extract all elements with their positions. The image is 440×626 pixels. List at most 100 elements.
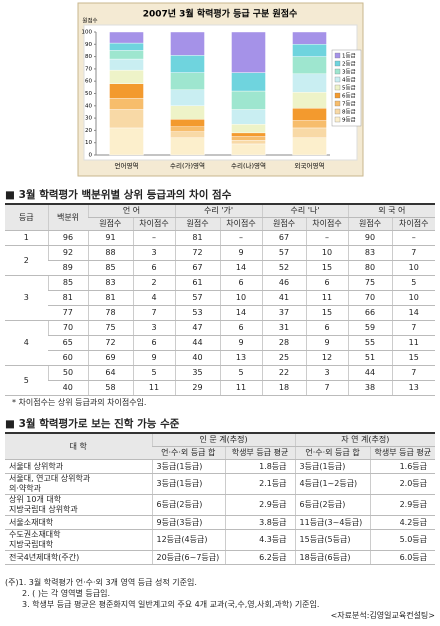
table-cell: 5 xyxy=(219,365,263,381)
table-cell: 96 xyxy=(47,230,88,246)
grade-cell: 1 xyxy=(5,230,48,246)
table-cell: 69 xyxy=(87,350,133,366)
score-table: 등급 백분위 언 어 수리 '가' 수리 '나' 외 국 어 원점수 차이점수 원점수 차이점수 원… xyxy=(5,203,436,396)
table-cell: 7 xyxy=(391,245,436,261)
table-cell: 58 xyxy=(87,380,133,396)
footnote: (주)1. 3월 학력평가 언·수·외 3개 영역 등급 성적 기준임. xyxy=(5,578,197,587)
table-cell: 13 xyxy=(391,380,436,396)
table-cell: 44 xyxy=(174,335,221,351)
bar-segment xyxy=(109,98,144,110)
table-cell: 3 xyxy=(305,365,349,381)
y-tick-label: 20 xyxy=(85,128,92,134)
table-cell: 72 xyxy=(87,335,133,351)
y-tick-label: 40 xyxy=(85,103,92,109)
table-cell: 15등급(5등급) xyxy=(294,529,371,551)
bar-segment xyxy=(170,131,205,138)
table-cell: 80 xyxy=(347,260,393,276)
table-cell: 41 xyxy=(261,290,307,306)
table-cell: 6.0등급 xyxy=(369,550,436,565)
table-cell: 40 xyxy=(174,350,221,366)
table-cell: 35 xyxy=(174,365,221,381)
table-cell: 67 xyxy=(261,230,307,246)
bar-segment xyxy=(231,31,266,73)
y-tick-label: 0 xyxy=(89,153,93,159)
table-cell: 5 xyxy=(391,275,436,291)
table-cell: 40 xyxy=(48,380,88,396)
table-cell: 11 xyxy=(305,290,349,306)
table-cell: 59 xyxy=(347,320,393,336)
legend-label: 6등급 xyxy=(342,92,356,99)
x-tick-label: 수리(가)영역 xyxy=(170,161,205,170)
header-cell: 차이점수 xyxy=(391,217,436,231)
bar-segment xyxy=(170,105,205,120)
table-cell: 3등급(1등급) xyxy=(151,459,225,474)
table-cell: 18등급(6등급) xyxy=(294,550,371,565)
table-cell: 1.6등급 xyxy=(369,459,436,474)
table-row: 89 85 6 67 14 52 15 80 10 xyxy=(5,260,436,276)
table-cell: 9 xyxy=(219,245,263,261)
table-cell: 12 xyxy=(305,350,349,366)
header-cell: 대 학 xyxy=(5,433,152,460)
table-cell: 4.3등급 xyxy=(224,529,296,551)
table-cell: 6 xyxy=(132,335,176,351)
table-cell: 4.2등급 xyxy=(369,515,436,530)
university-cell: 서울소재대학 xyxy=(5,515,152,530)
table-cell: 11 xyxy=(391,335,436,351)
table-cell: 13 xyxy=(219,350,263,366)
table-cell: 15 xyxy=(391,350,436,366)
table-cell: 10 xyxy=(391,260,436,276)
table-cell: 3.8등급 xyxy=(224,515,296,530)
university-name: 지방국립대 상위학과 xyxy=(9,505,78,514)
legend-swatch xyxy=(334,108,341,115)
table-cell: 3 xyxy=(132,245,176,261)
university-cell: 전국4년제대학(주간) xyxy=(5,550,152,565)
table-cell: 3 xyxy=(132,320,176,336)
bar-segment xyxy=(292,73,327,93)
table-cell: 50 xyxy=(47,365,88,381)
table-cell: 9등급(3등급) xyxy=(151,515,225,530)
bar-segment xyxy=(170,72,205,91)
table-cell: 60 xyxy=(48,350,88,366)
bar-segment xyxy=(231,132,266,137)
bar-segment xyxy=(109,83,144,99)
header-cell: 등급 xyxy=(5,204,48,231)
source: <자료분석:김영일교육컨설팅> xyxy=(330,611,435,620)
y-tick-label: 100 xyxy=(82,30,93,36)
header-cell: 차이점수 xyxy=(132,217,176,231)
table-cell: 65 xyxy=(48,335,88,351)
university-name: 서울소재대학 xyxy=(9,517,54,527)
legend-label: 2등급 xyxy=(342,60,356,67)
legend-swatch xyxy=(334,52,341,59)
header-cell: 언·수·외 등급 합 xyxy=(152,446,225,460)
table-cell: 7 xyxy=(391,320,436,336)
table-cell: – xyxy=(132,230,176,246)
table-cell: 4등급(1~2등급) xyxy=(294,473,371,495)
table-cell: 2.9등급 xyxy=(224,494,296,516)
footnote: 3. 학생부 등급 평균은 평준화지역 일반계고의 주요 4개 교과(국,수,영… xyxy=(22,600,320,609)
table-cell: 31 xyxy=(261,320,307,336)
header-cell: 학생부 등급 평균 xyxy=(369,446,436,460)
table-cell: 11등급(3~4등급) xyxy=(294,515,371,530)
table-row: 81 81 4 57 10 41 11 70 10 xyxy=(5,290,436,306)
header-cell: 원점수 xyxy=(261,217,307,231)
header-cell: 차이점수 xyxy=(305,217,349,231)
header-cell: 외 국 어 xyxy=(347,204,436,218)
table-cell: 85 xyxy=(47,275,88,291)
bar-segment xyxy=(109,31,144,44)
bar-segment xyxy=(170,126,205,132)
y-tick-label: 80 xyxy=(85,54,92,60)
table-cell: 81 xyxy=(174,230,221,246)
table-cell: 90 xyxy=(347,230,393,246)
bar-segment xyxy=(109,58,144,71)
table-row: 서울대, 연고대 상위학과 의·약학과 3등급(1등급) 2.1등급 4등급(1~2등급… xyxy=(5,473,436,495)
table-cell: 25 xyxy=(261,350,307,366)
bar-segment xyxy=(170,31,205,56)
bar-segment xyxy=(231,124,266,134)
legend-swatch xyxy=(334,60,341,67)
legend-label: 5등급 xyxy=(342,84,356,91)
table-cell: 20등급(6~7등급) xyxy=(151,550,225,565)
header-cell: 언 어 xyxy=(87,204,176,218)
header-cell: 인 문 계(추정) xyxy=(151,433,296,447)
table-cell: 77 xyxy=(48,305,88,321)
